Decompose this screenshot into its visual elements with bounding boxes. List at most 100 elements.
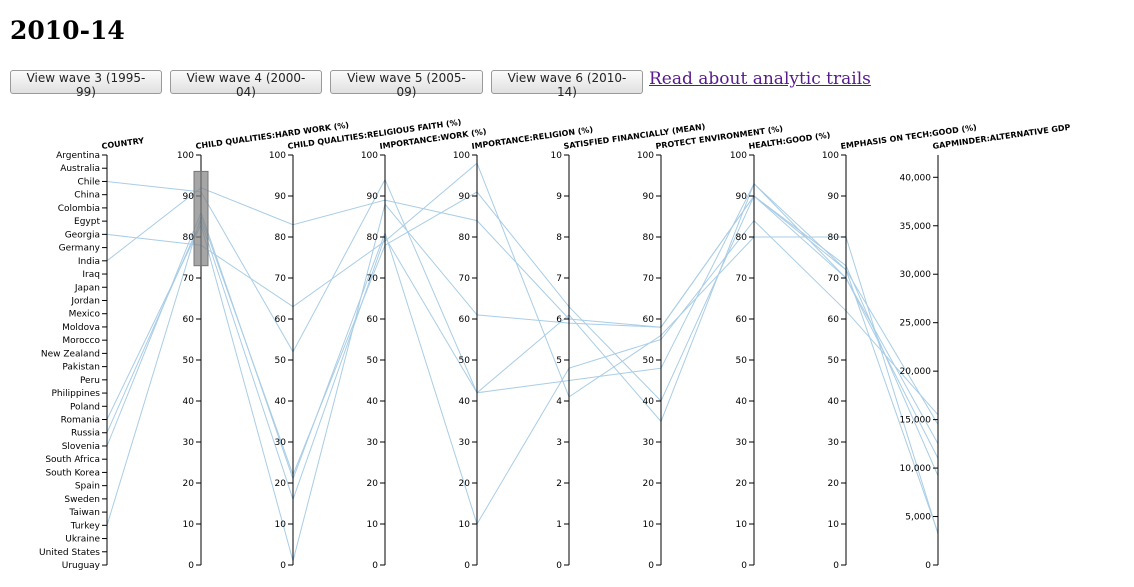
- wave-button-bar: View wave 3 (1995-99) View wave 4 (2000-…: [10, 70, 651, 99]
- tick-label: 80: [459, 233, 471, 243]
- tick-label: 0: [925, 561, 931, 571]
- series-line-turkey[interactable]: [106, 191, 939, 526]
- tick-label: 40: [183, 397, 195, 407]
- tick-label: 0: [648, 561, 654, 571]
- tick-label: 80: [367, 233, 379, 243]
- view-wave-6-button[interactable]: View wave 6 (2010-14): [491, 70, 643, 99]
- series-line-russia[interactable]: [106, 182, 939, 501]
- tick-label: 90: [367, 192, 379, 202]
- tick-label: 40: [275, 397, 287, 407]
- view-wave-4-button[interactable]: View wave 4 (2000-04): [170, 70, 322, 99]
- tick-label-colombia: Colombia: [58, 204, 100, 214]
- tick-label: 40: [459, 397, 471, 407]
- tick-label: 90: [275, 192, 287, 202]
- tick-label: 60: [459, 315, 471, 325]
- tick-label-jordan: Jordan: [70, 296, 100, 306]
- tick-label: 0: [556, 561, 562, 571]
- tick-label: 7: [556, 274, 562, 284]
- tick-label: 40: [736, 397, 748, 407]
- tick-label: 60: [736, 315, 748, 325]
- tick-label: 40,000: [900, 173, 932, 183]
- tick-label: 10: [828, 520, 840, 530]
- tick-label-australia: Australia: [60, 164, 100, 174]
- tick-label: 25,000: [900, 319, 932, 329]
- tick-label: 0: [188, 561, 194, 571]
- tick-label: 20: [367, 479, 379, 489]
- tick-label: 80: [183, 233, 195, 243]
- tick-label: 20: [459, 479, 471, 489]
- tick-label: 50: [828, 356, 840, 366]
- axis-title: COUNTRY: [101, 136, 145, 151]
- tick-label: 10: [367, 520, 379, 530]
- tick-label-romania: Romania: [61, 416, 100, 426]
- tick-label-spain: Spain: [75, 482, 100, 492]
- analytic-trails-link[interactable]: Read about analytic trails: [649, 69, 871, 89]
- series-line-romania[interactable]: [106, 195, 939, 563]
- tick-label-moldova: Moldova: [62, 323, 100, 333]
- axis-brush[interactable]: [193, 170, 209, 267]
- view-wave-5-button[interactable]: View wave 5 (2005-09): [330, 70, 483, 99]
- tick-label: 9: [556, 192, 562, 202]
- tick-label: 90: [643, 192, 655, 202]
- tick-label: 70: [367, 274, 379, 284]
- tick-label: 10: [183, 520, 195, 530]
- view-wave-3-button[interactable]: View wave 3 (1995-99): [10, 70, 162, 99]
- tick-label: 70: [828, 274, 840, 284]
- axis-importance-religion: 0102030405060708090100IMPORTANCE:RELIGIO…: [453, 125, 594, 571]
- tick-label: 30: [736, 438, 748, 448]
- tick-label: 20: [828, 479, 840, 489]
- tick-label: 4: [556, 397, 562, 407]
- tick-label: 0: [833, 561, 839, 571]
- tick-label: 40: [367, 397, 379, 407]
- tick-label: 10: [551, 151, 563, 161]
- tick-label: 60: [275, 315, 287, 325]
- tick-label: 20: [183, 479, 195, 489]
- series-line-slovenia[interactable]: [106, 210, 939, 526]
- tick-label: 90: [459, 192, 471, 202]
- tick-label-mexico: Mexico: [69, 310, 101, 320]
- tick-label-egypt: Egypt: [74, 217, 100, 227]
- tick-label-morocco: Morocco: [62, 336, 100, 346]
- tick-label: 10: [459, 520, 471, 530]
- tick-label: 30: [828, 438, 840, 448]
- tick-label: 40: [643, 397, 655, 407]
- tick-label: 60: [367, 315, 379, 325]
- tick-label-pakistan: Pakistan: [62, 363, 100, 373]
- tick-label: 80: [736, 233, 748, 243]
- tick-label: 30: [183, 438, 195, 448]
- tick-label: 60: [828, 315, 840, 325]
- tick-label: 70: [183, 274, 195, 284]
- tick-label-iraq: Iraq: [82, 270, 100, 280]
- tick-label-south-africa: South Africa: [45, 455, 100, 465]
- tick-label: 50: [736, 356, 748, 366]
- tick-label-uruguay: Uruguay: [62, 561, 101, 571]
- tick-label: 2: [556, 479, 562, 489]
- tick-label: 20: [736, 479, 748, 489]
- tick-label-sweden: Sweden: [64, 495, 100, 505]
- tick-label-south-korea: South Korea: [45, 468, 100, 478]
- tick-label: 100: [453, 151, 470, 161]
- tick-label: 20,000: [900, 367, 932, 377]
- series-line-chile[interactable]: [106, 178, 939, 445]
- tick-label: 70: [275, 274, 287, 284]
- tick-label: 80: [275, 233, 287, 243]
- tick-label-ukraine: Ukraine: [65, 535, 100, 545]
- series-line-georgia[interactable]: [106, 162, 939, 535]
- series-lines: [106, 162, 939, 563]
- tick-label: 50: [459, 356, 471, 366]
- tick-label: 30: [459, 438, 471, 448]
- tick-label: 50: [367, 356, 379, 366]
- tick-label: 30: [643, 438, 655, 448]
- tick-label: 1: [556, 520, 562, 530]
- tick-label-united-states: United States: [39, 548, 100, 558]
- tick-label: 100: [361, 151, 378, 161]
- tick-label: 100: [177, 151, 194, 161]
- series-line-india[interactable]: [106, 187, 939, 534]
- tick-label: 6: [556, 315, 562, 325]
- tick-label: 50: [643, 356, 655, 366]
- tick-label: 100: [822, 151, 839, 161]
- tick-label-china: China: [74, 191, 100, 201]
